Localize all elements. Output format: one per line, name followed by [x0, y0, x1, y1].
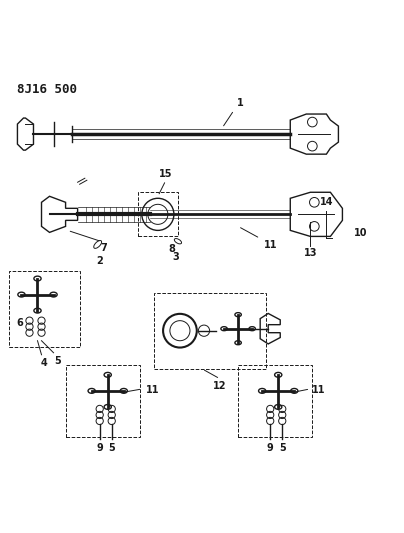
Text: 5: 5: [279, 443, 286, 453]
Text: 10: 10: [354, 228, 367, 238]
Text: 15: 15: [159, 169, 173, 179]
Text: 2: 2: [96, 256, 103, 266]
Text: 11: 11: [312, 385, 326, 394]
Bar: [9, 271, 80, 347]
Text: 13: 13: [303, 248, 317, 259]
Text: 11: 11: [264, 240, 278, 251]
Text: 14: 14: [320, 197, 333, 207]
Text: 11: 11: [146, 385, 159, 394]
Text: 9: 9: [96, 443, 103, 453]
Text: 12: 12: [213, 381, 227, 391]
Text: 4: 4: [40, 358, 47, 368]
Text: 5: 5: [108, 443, 115, 453]
Bar: [138, 192, 178, 237]
Text: 5: 5: [54, 356, 61, 366]
Text: 8: 8: [168, 245, 175, 254]
Bar: [154, 293, 266, 369]
Text: 8J16 500: 8J16 500: [17, 83, 78, 96]
Text: 9: 9: [267, 443, 274, 453]
Text: 1: 1: [237, 98, 244, 108]
Text: 7: 7: [100, 243, 107, 253]
Bar: [65, 365, 140, 437]
Text: 6: 6: [16, 318, 23, 328]
Bar: [238, 365, 312, 437]
Text: 3: 3: [173, 253, 179, 262]
